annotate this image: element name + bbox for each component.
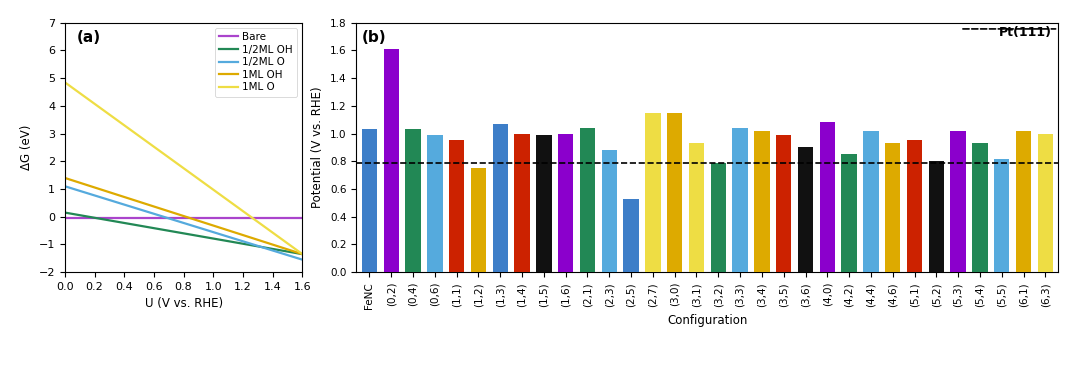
X-axis label: U (V vs. RHE): U (V vs. RHE) [145,297,222,310]
Bar [537,135,552,272]
Bar [514,133,529,272]
Bar [711,163,726,272]
Bar [428,135,443,272]
Bar [886,143,901,272]
Bar [623,199,638,272]
Bar [929,161,944,272]
Bar [645,113,661,272]
Bar [580,128,595,272]
Bar [754,131,770,272]
Text: Pt(111): Pt(111) [998,26,1052,39]
Bar [863,131,878,272]
Y-axis label: Potential (V vs. RHE): Potential (V vs. RHE) [311,87,324,208]
Bar [994,158,1010,272]
Bar [405,129,421,272]
Bar [732,128,747,272]
Bar [492,124,508,272]
Bar [362,129,377,272]
Bar [383,49,399,272]
Bar [972,143,987,272]
Bar [841,154,856,272]
Bar [1038,133,1053,272]
Bar [950,131,966,272]
Bar [907,141,922,272]
Bar [558,133,573,272]
Bar [820,122,835,272]
Bar [449,141,464,272]
Bar [602,150,617,272]
Bar [777,135,792,272]
Bar [471,168,486,272]
Text: (b): (b) [362,30,387,45]
Y-axis label: ΔG (eV): ΔG (eV) [21,125,33,170]
X-axis label: Configuration: Configuration [667,314,747,327]
Bar [1016,131,1031,272]
Bar [689,143,704,272]
Text: (a): (a) [77,30,100,45]
Bar [667,113,683,272]
Legend: Bare, 1/2ML OH, 1/2ML O, 1ML OH, 1ML O: Bare, 1/2ML OH, 1/2ML O, 1ML OH, 1ML O [215,28,297,97]
Bar [798,147,813,272]
